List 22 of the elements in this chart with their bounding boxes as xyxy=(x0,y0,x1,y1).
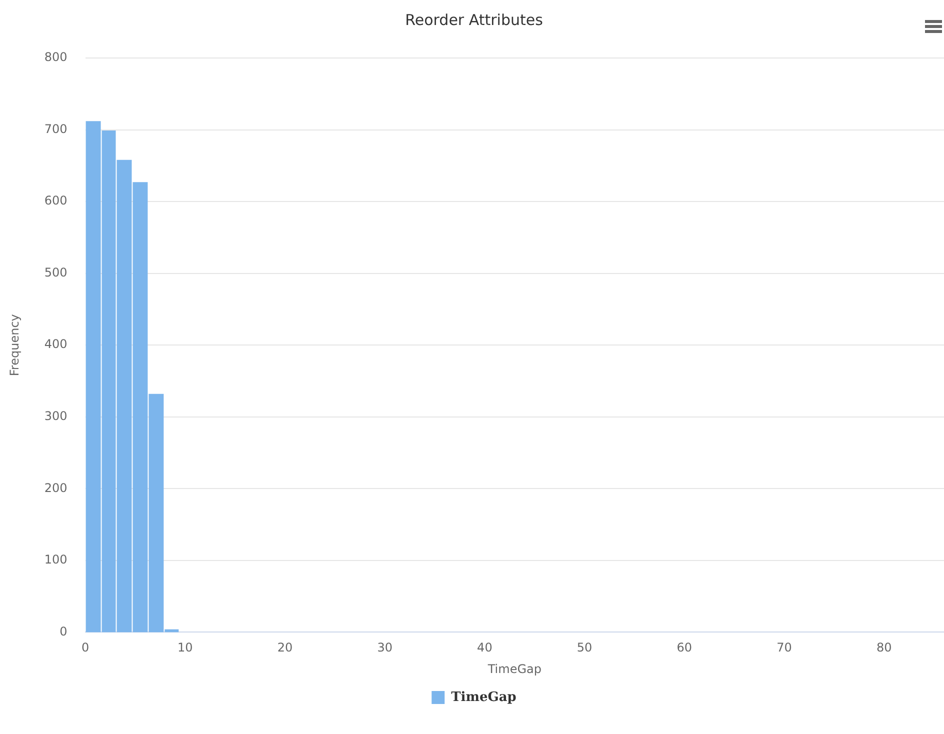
x-tick-label: 80 xyxy=(876,640,892,655)
x-tick-label: 10 xyxy=(178,640,193,655)
y-tick-label: 200 xyxy=(44,480,68,495)
x-tick-label: 30 xyxy=(377,640,392,655)
y-axis-title: Frequency xyxy=(7,314,22,376)
x-axis-title: TimeGap xyxy=(486,662,542,676)
x-tick-label: 0 xyxy=(81,640,90,655)
x-tick-label: 70 xyxy=(776,640,792,655)
y-tick-label: 600 xyxy=(44,194,68,208)
y-tick-label: 400 xyxy=(44,337,68,352)
y-tick-label: 500 xyxy=(44,265,68,280)
chart-title: Reorder Attributes xyxy=(405,10,544,29)
y-tick-label: 0 xyxy=(60,624,68,638)
y-tick-label: 300 xyxy=(44,409,68,423)
x-tick-label: 40 xyxy=(477,640,492,655)
legend-label: TimeGap xyxy=(451,690,516,705)
y-tick-label: 700 xyxy=(44,122,68,136)
x-tick-label: 20 xyxy=(277,640,293,655)
y-tick-label: 100 xyxy=(44,552,68,567)
x-tick-label: 50 xyxy=(576,640,592,655)
x-tick-label: 60 xyxy=(676,640,692,655)
y-tick-label: 800 xyxy=(44,50,68,64)
